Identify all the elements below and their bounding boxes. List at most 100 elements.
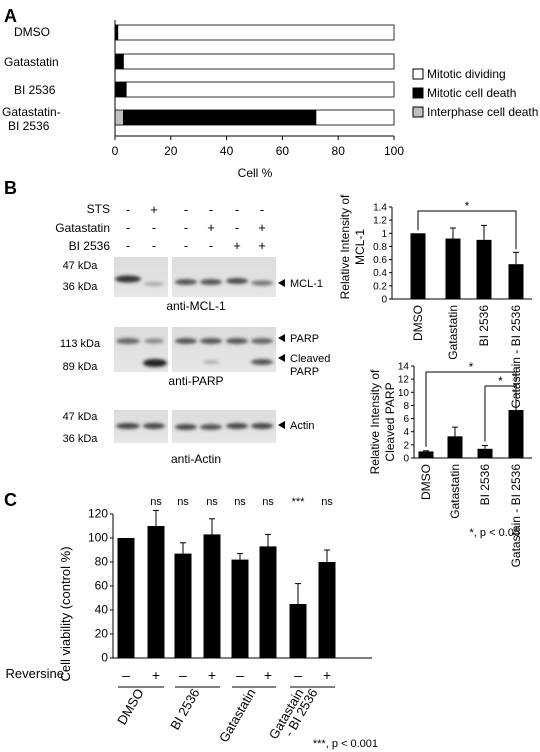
chart-parp-footnote: *, p < 0.05 <box>470 527 520 539</box>
y-tick-label: 12 <box>398 375 410 386</box>
blot-caption-parp: anti-PARP <box>168 374 223 388</box>
bar <box>445 238 461 299</box>
treatment-sign: - <box>184 238 188 253</box>
x-tick-label: 100 <box>384 144 404 158</box>
band <box>143 359 167 367</box>
treatment-sign: - <box>152 238 156 253</box>
treatment-signs: - + - - - - - - - + - + - - - - + + <box>126 202 266 253</box>
reversine-row-label: Reversine <box>5 666 64 681</box>
bar-segment <box>315 109 395 126</box>
band <box>226 338 248 344</box>
blot-mcl1: 47 kDa 36 kDa MCL-1 anti-MCL-1 <box>63 257 323 313</box>
chart-mcl1-ylabel-line1: Relative Intensity of <box>338 194 352 299</box>
treatment-sign: + <box>233 238 241 253</box>
y-tick-label: 1 <box>381 229 387 240</box>
x-category-label: Gatastain - BI 2536 <box>509 305 523 409</box>
bar <box>147 526 165 658</box>
bar <box>231 559 249 658</box>
bar-segment <box>123 109 317 126</box>
treatment-sign: - <box>126 220 130 235</box>
category-label-dmso: DMSO <box>14 25 50 39</box>
reversine-sign: + <box>208 667 216 683</box>
band <box>175 279 197 285</box>
x-category-label: Gatastain - BI 2536 <box>509 464 523 568</box>
band-arrow <box>278 421 285 429</box>
band-label-mcl1: MCL-1 <box>290 278 323 290</box>
bar <box>318 562 336 658</box>
band <box>226 423 248 429</box>
significance-mark: ns <box>206 496 218 508</box>
y-tick-label: 14 <box>398 362 410 373</box>
y-tick-label: 0.2 <box>373 281 387 292</box>
chart-parp-ylabel-line2: Cleaved PARP <box>383 382 397 461</box>
treatment-label-sts: STS <box>87 202 110 216</box>
bar-segment <box>114 109 124 126</box>
legend-label-dividing: Mitotic dividing <box>427 67 506 81</box>
y-tick-label: 40 <box>95 603 109 617</box>
blot-parp: 113 kDa 89 kDa PARP Cleaved PARP anti-PA… <box>60 327 330 388</box>
reversine-sign: – <box>122 667 130 683</box>
band <box>116 338 140 344</box>
blot-treatment-table: STS Gatastatin BI 2536 - + - - - - - - - + - + - - - - +… <box>55 202 266 253</box>
treatment-label-bi2536: BI 2536 <box>69 239 111 253</box>
x-category-label: BI 2536 <box>477 305 491 347</box>
treatment-sign: + <box>258 238 266 253</box>
band-arrow <box>278 354 285 362</box>
bar <box>508 410 524 458</box>
treatment-sign: - <box>184 220 188 235</box>
band <box>116 423 140 429</box>
band <box>144 282 164 286</box>
panel-label-b: B <box>4 178 17 198</box>
significance-mark: *** <box>292 496 306 508</box>
band <box>175 338 197 344</box>
treatment-sign: + <box>207 220 215 235</box>
blot-actin: 47 kDa 36 kDa Actin anti-Actin <box>63 410 314 466</box>
bar <box>410 233 426 299</box>
treatment-sign: - <box>126 202 130 217</box>
bar-segment <box>123 53 395 70</box>
bar <box>259 546 277 658</box>
y-tick-label: 100 <box>88 531 108 545</box>
chart-a-legend: Mitotic dividing Mitotic cell death Inte… <box>412 67 538 119</box>
band-label-actin: Actin <box>290 420 314 432</box>
chart-mcl1-plot: 0 0.2 0.4 0.6 0.8 1 1.2 1.4 DMSO Gatastatin BI 253… <box>373 199 532 408</box>
legend-swatch-interphase-death <box>412 106 424 118</box>
band <box>251 359 273 365</box>
blot-caption-actin: anti-Actin <box>171 452 221 466</box>
chart-viability-plot: 0 20 40 60 80 100 120 – ns + ns – ns + ns – ns + *** – ns + DM… <box>88 496 372 745</box>
group-label: DMSO <box>114 686 146 727</box>
chart-a: DMSO Gatastatin BI 2536 Gatastatin- BI 2… <box>2 20 538 180</box>
x-tick-label: 60 <box>276 144 290 158</box>
x-tick-label: 0 <box>112 144 119 158</box>
category-label-combo-line2: BI 2536 <box>8 119 50 133</box>
y-tick-label: 4 <box>403 427 409 438</box>
treatment-sign: - <box>235 202 239 217</box>
significance-mark: * <box>469 360 474 374</box>
band-arrow <box>278 279 285 287</box>
chart-parp-plot: 0 2 4 6 8 10 12 14 DMSO Gatastatin BI 2536 Gatastai… <box>398 360 532 567</box>
chart-mcl1-ylabel-line2: MCL-1 <box>353 229 367 265</box>
reversine-sign: + <box>152 667 160 683</box>
bar <box>174 553 192 658</box>
y-tick-label: 1.4 <box>373 203 387 214</box>
bar <box>476 239 492 299</box>
marker-47kda: 47 kDa <box>63 260 99 272</box>
treatment-sign: - <box>235 220 239 235</box>
category-label-gatastatin: Gatastatin <box>4 55 59 69</box>
band <box>251 423 273 429</box>
bar-segment <box>114 53 124 70</box>
significance-mark: ns <box>262 496 274 508</box>
band-label-cleaved-parp: PARP <box>290 366 319 378</box>
y-tick-label: 8 <box>403 401 409 412</box>
treatment-sign: + <box>150 202 158 217</box>
y-tick-label: 0.6 <box>373 255 387 266</box>
band <box>175 424 197 430</box>
panel-label-a: A <box>4 6 17 26</box>
band <box>143 423 165 429</box>
significance-mark: ns <box>234 496 246 508</box>
band <box>251 338 273 344</box>
chart-mcl1: Relative Intensity of MCL-1 0 0.2 0.4 0.6 0.… <box>338 194 532 408</box>
band <box>200 338 222 344</box>
significance-mark: * <box>498 374 503 388</box>
